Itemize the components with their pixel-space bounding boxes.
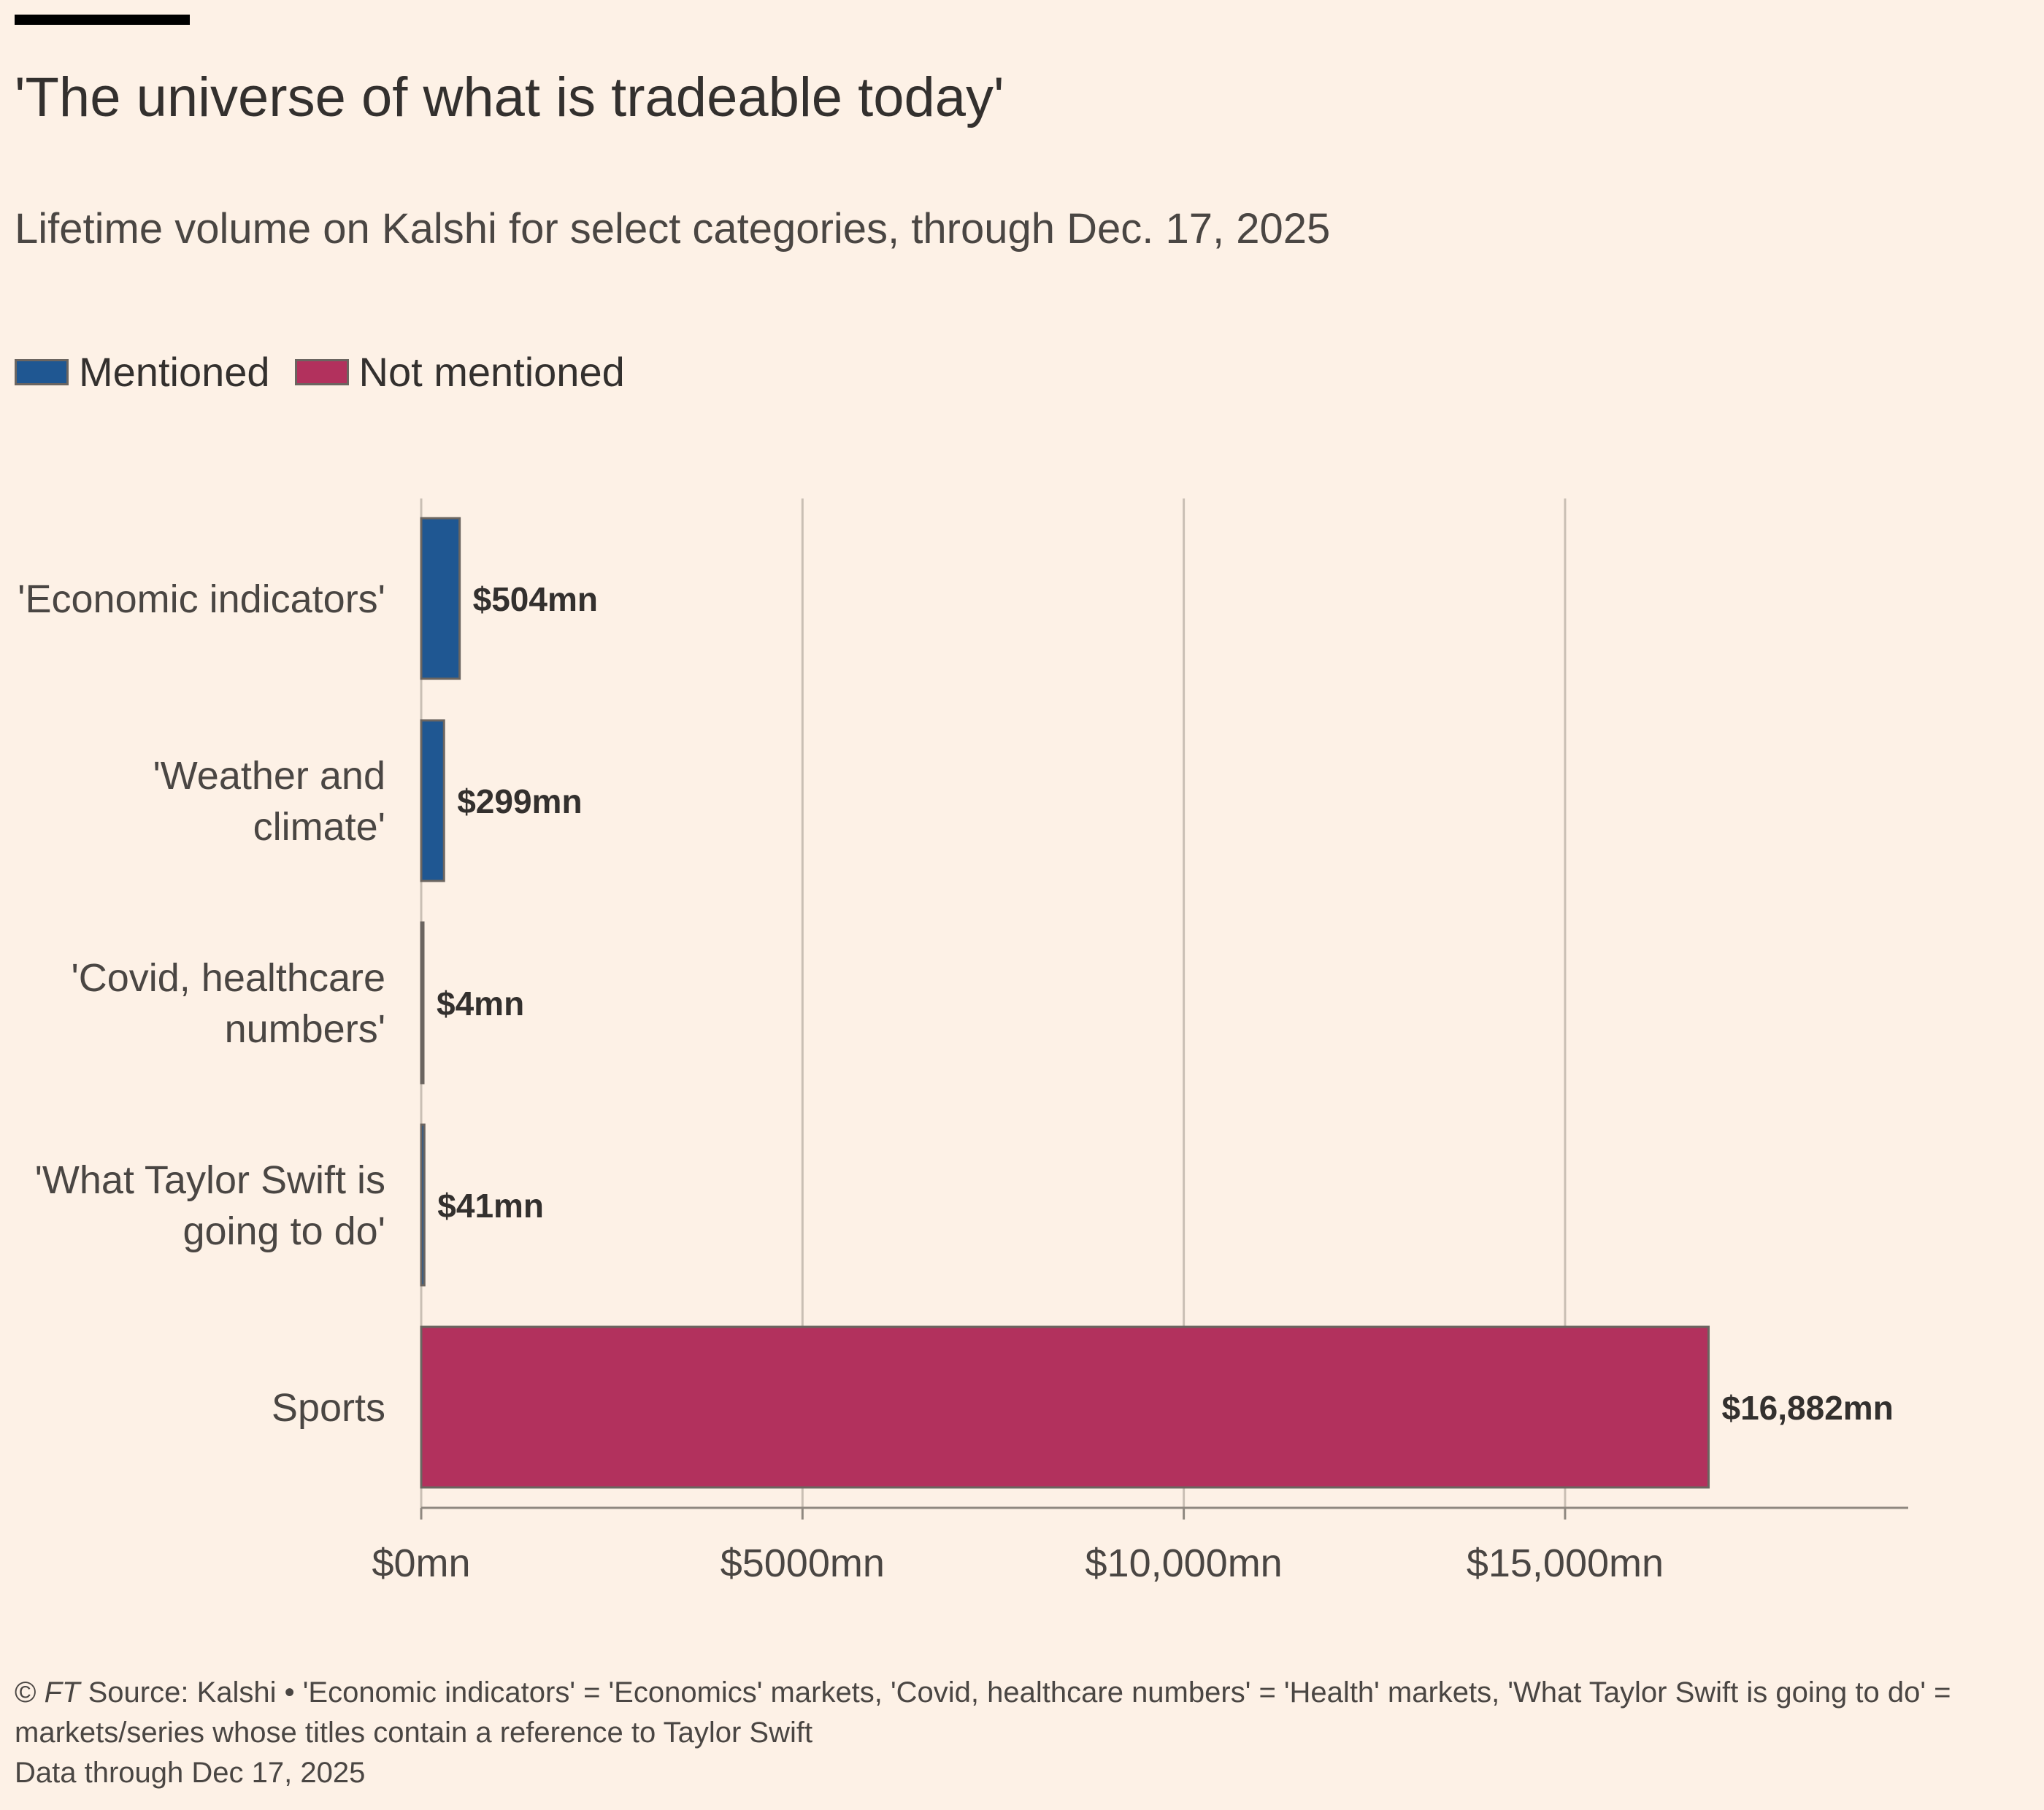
category-label: 'Covid, healthcare numbers' [71, 956, 385, 1051]
value-labels: $504mn $299mn $4mn $41mn $16,882mn [437, 580, 1894, 1427]
bar-chart: 'Economic indicators' 'Weather and climate… [18, 498, 1908, 1585]
bar [420, 1325, 1710, 1489]
category-label: 'What Taylor Swift is going to do' [35, 1158, 385, 1253]
legend-swatch-mentioned [15, 359, 69, 385]
chart-subtitle: Lifetime volume on Kalshi for select cat… [15, 205, 1331, 253]
top-rule [15, 15, 190, 25]
category-label-line: 'Weather and [153, 754, 385, 798]
category-label-line: 'What Taylor Swift is [35, 1158, 385, 1202]
category-label-line: numbers' [225, 1007, 385, 1051]
x-tick-label: $5000mn [721, 1541, 885, 1585]
category-label-line: 'Covid, healthcare [71, 956, 385, 1000]
legend-swatch-not-mentioned [294, 359, 349, 385]
legend: Mentioned Not mentioned [15, 344, 650, 400]
bar [420, 719, 445, 882]
ft-brand: FT [44, 1676, 80, 1709]
bars [420, 517, 1710, 1489]
value-label: $16,882mn [1722, 1389, 1894, 1427]
bar [420, 517, 461, 680]
footer: © FT Source: Kalshi • 'Economic indicato… [15, 1673, 2015, 1793]
legend-label-mentioned: Mentioned [79, 349, 270, 395]
source-text: Source: Kalshi • 'Economic indicators' =… [15, 1676, 1951, 1749]
category-label-line: going to do' [182, 1209, 385, 1253]
legend-item-not-mentioned: Not mentioned [294, 347, 625, 398]
x-axis: $0mn $5000mn $10,000mn $15,000mn [372, 1506, 1908, 1585]
category-label-line: climate' [253, 805, 385, 849]
value-label: $41mn [437, 1187, 544, 1225]
footer-note: Data through Dec 17, 2025 [15, 1757, 366, 1789]
value-label: $504mn [473, 580, 598, 618]
x-tick-label: $10,000mn [1086, 1541, 1283, 1585]
category-label: 'Weather and climate' [153, 754, 385, 849]
bar [420, 1123, 426, 1287]
category-labels: 'Economic indicators' 'Weather and climate… [18, 577, 385, 1430]
bar [420, 921, 425, 1085]
category-label: Sports [272, 1386, 385, 1430]
value-label: $4mn [437, 985, 524, 1023]
legend-item-mentioned: Mentioned [15, 347, 270, 398]
footer-source-line: © FT Source: Kalshi • 'Economic indicato… [15, 1673, 2015, 1753]
x-tick-label: $0mn [372, 1541, 470, 1585]
value-label: $299mn [457, 782, 582, 820]
legend-label-not-mentioned: Not mentioned [358, 349, 625, 395]
chart-title: 'The universe of what is tradeable today… [15, 66, 1004, 128]
x-tick-label: $15,000mn [1467, 1541, 1664, 1585]
copyright-symbol: © [15, 1676, 36, 1709]
category-label: 'Economic indicators' [18, 577, 385, 621]
category-label-line: Sports [272, 1386, 385, 1430]
category-label-line: 'Economic indicators' [18, 577, 385, 621]
